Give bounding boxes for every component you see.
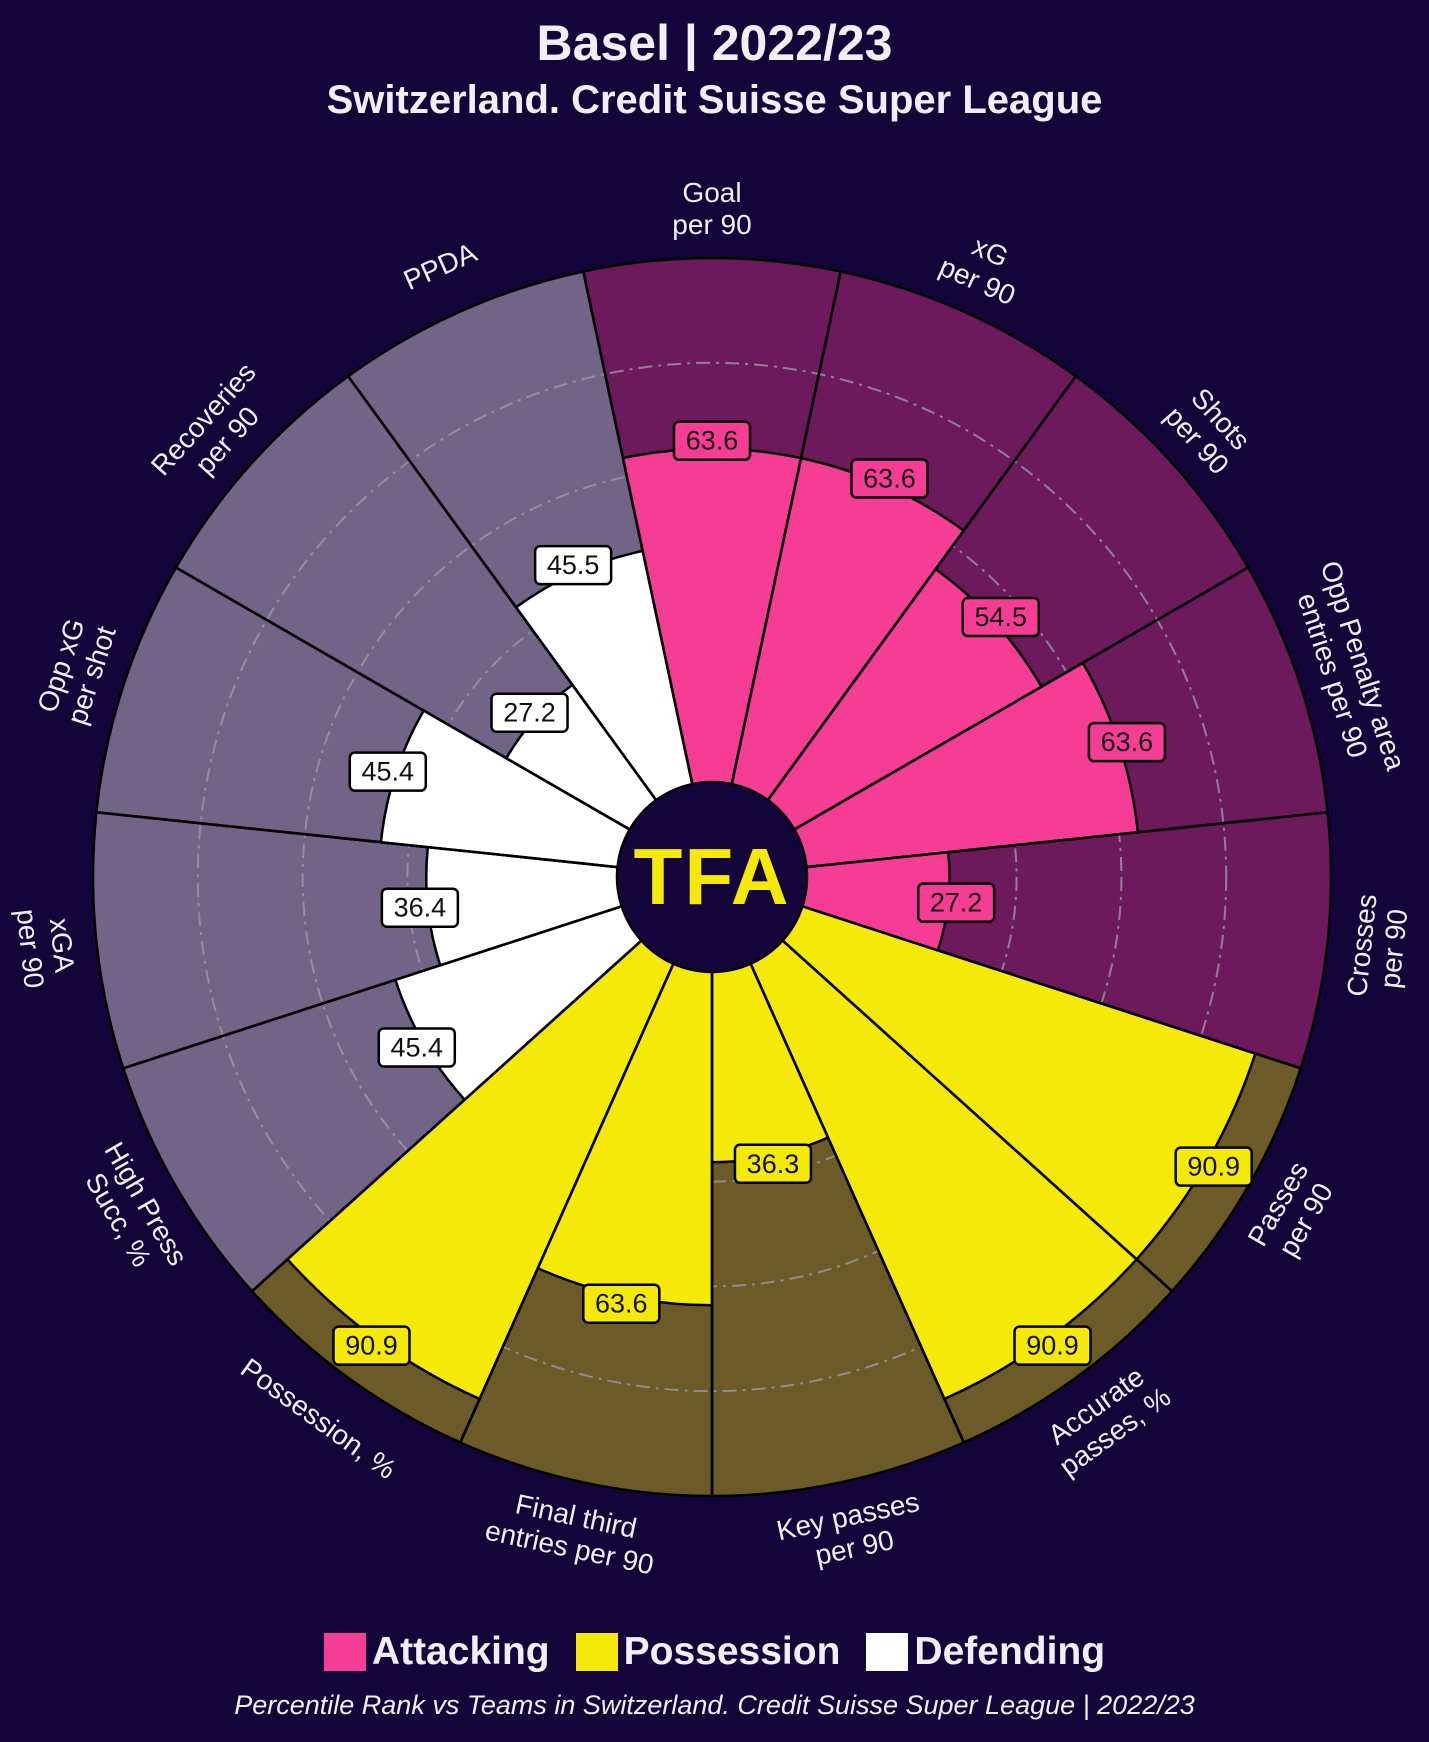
slice-divider: [781, 939, 1173, 1293]
value-label-box: [533, 544, 613, 586]
value-label-text: 45.5: [547, 550, 600, 580]
metric-label: Goal per 90: [672, 177, 751, 240]
value-label-box: [1087, 721, 1167, 763]
value-label-text: 63.6: [1101, 727, 1154, 757]
value-label: 27.2: [490, 692, 569, 733]
value-label: 63.6: [1087, 721, 1167, 763]
value-label-text: 90.9: [1187, 1152, 1240, 1182]
legend-swatch-defending: [866, 1633, 909, 1671]
value-label-box: [1013, 1325, 1092, 1366]
metric-label: Final thirdentries per 90: [483, 1483, 664, 1580]
value-label-text: 45.4: [390, 1032, 443, 1062]
value-label-text: 63.6: [686, 426, 739, 456]
footnote: Percentile Rank vs Teams in Switzerland.…: [234, 1690, 1195, 1720]
value-label-text: 90.9: [345, 1331, 398, 1361]
metric-label-line: Goal: [682, 177, 741, 208]
value-label: 90.9: [332, 1325, 411, 1366]
legend: Attacking Possession Defending: [0, 1630, 1429, 1674]
value-label-box: [672, 420, 752, 461]
value-label-text: 27.2: [930, 888, 983, 918]
value-label-text: 45.4: [362, 757, 415, 787]
slice-divider: [175, 566, 631, 831]
legend-item-defending: Defending: [866, 1630, 1105, 1674]
metric-label: Crossesper 90: [1341, 893, 1414, 1002]
value-label: 63.6: [850, 458, 929, 499]
value-label-box: [733, 1143, 813, 1185]
slice-divider: [806, 811, 1328, 869]
legend-label: Defending: [914, 1630, 1106, 1673]
value-label-text: 54.5: [974, 602, 1027, 632]
value-wedges: [96, 271, 1328, 1496]
metric-label: xGper 90: [935, 221, 1033, 311]
slice-divider: [766, 375, 1077, 801]
value-label-box: [380, 887, 460, 928]
value-label: 54.5: [961, 596, 1041, 638]
value-label: 45.4: [377, 1027, 457, 1068]
slice-divider: [801, 905, 1302, 1070]
value-label-box: [377, 1027, 457, 1068]
value-label: 90.9: [1013, 1325, 1092, 1366]
metric-label: Opp xGper shot: [31, 612, 122, 728]
metric-label-line: PPDA: [399, 236, 482, 295]
value-label-box: [582, 1283, 661, 1324]
value-label-box: [332, 1325, 411, 1366]
tfa-logo: TFA: [633, 832, 790, 921]
metric-label-line: per 90: [672, 209, 751, 240]
chart-subtitle: Switzerland. Credit Suisse Super League: [326, 78, 1103, 122]
value-label: 36.4: [380, 887, 460, 928]
legend-label: Attacking: [371, 1630, 550, 1673]
legend-swatch-attacking: [323, 1633, 366, 1671]
value-label-text: 36.4: [394, 893, 447, 923]
metric-label: xGAper 90: [11, 904, 82, 990]
value-label: 90.9: [1174, 1146, 1253, 1187]
legend-item-possession: Possession: [575, 1630, 841, 1674]
slice-divider: [749, 963, 965, 1443]
value-label: 63.6: [672, 420, 752, 461]
slice-divider: [96, 811, 618, 869]
value-label-box: [850, 458, 929, 499]
value-label-box: [916, 882, 996, 923]
slice-divider: [122, 905, 623, 1070]
value-label-box: [348, 751, 428, 792]
value-label-box: [490, 692, 569, 733]
value-label: 36.3: [733, 1143, 813, 1185]
slice-divider: [730, 271, 842, 785]
value-label-box: [1174, 1146, 1253, 1187]
slice-divider: [582, 271, 694, 785]
value-label-text: 36.3: [747, 1149, 800, 1179]
value-label-box: [961, 596, 1041, 638]
value-label-text: 27.2: [503, 698, 556, 728]
metric-label: PPDA: [399, 236, 482, 295]
value-label: 45.4: [348, 751, 428, 792]
legend-swatch-possession: [575, 1633, 618, 1671]
value-label-text: 63.6: [595, 1289, 648, 1319]
value-label-text: 90.9: [1026, 1331, 1079, 1361]
legend-item-attacking: Attacking: [323, 1630, 550, 1674]
chart-title: Basel | 2022/23: [536, 15, 893, 71]
metric-label-line: xGA: [44, 917, 81, 975]
legend-label: Possession: [623, 1630, 841, 1673]
slice-divider: [347, 375, 658, 801]
slice-divider: [459, 963, 675, 1443]
slice-divider: [251, 939, 643, 1293]
gridline-circle: [196, 361, 1228, 1393]
value-label-text: 63.6: [863, 463, 916, 493]
metric-label: Key passesper 90: [774, 1486, 929, 1578]
value-label: 45.5: [533, 544, 613, 586]
value-label: 27.2: [916, 882, 996, 923]
center-logo-circle: [616, 781, 808, 973]
value-label: 63.6: [582, 1283, 661, 1324]
slice-divider: [793, 566, 1249, 831]
